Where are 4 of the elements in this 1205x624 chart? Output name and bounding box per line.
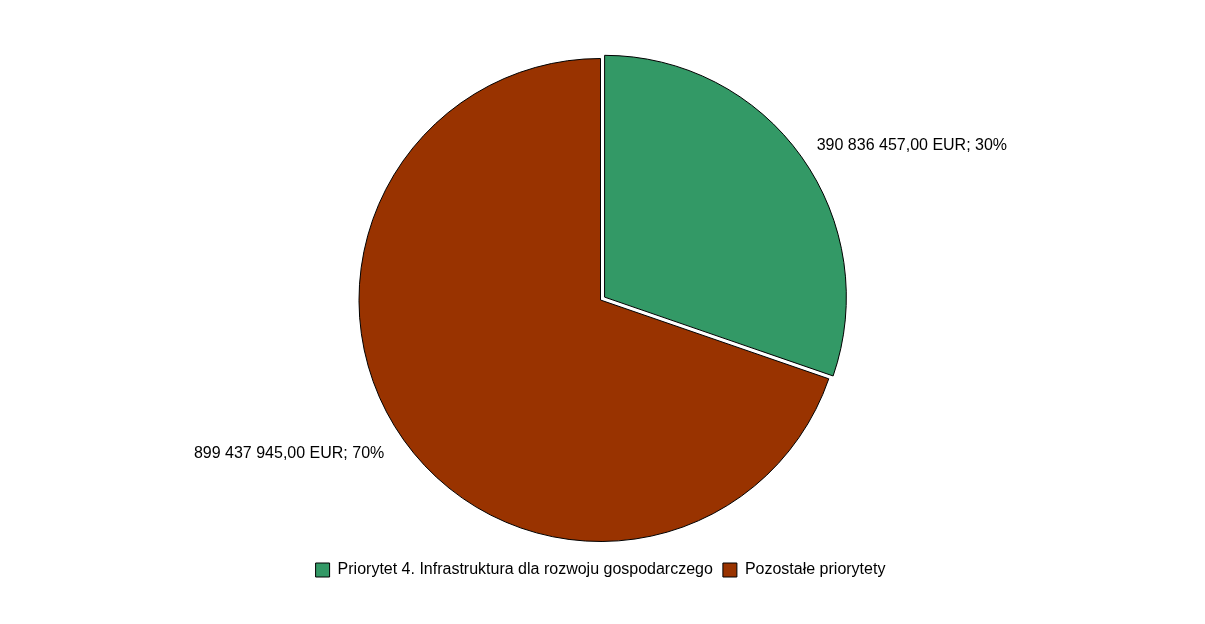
legend-label: Pozostałe priorytety xyxy=(744,560,886,578)
legend-label: Priorytet 4. Infrastruktura dla rozwoju gospodarczego xyxy=(337,560,713,578)
data-label: 899 437 945,00 EUR; 70% xyxy=(193,444,385,462)
data-label: 390 836 457,00 EUR; 30% xyxy=(816,136,1008,154)
